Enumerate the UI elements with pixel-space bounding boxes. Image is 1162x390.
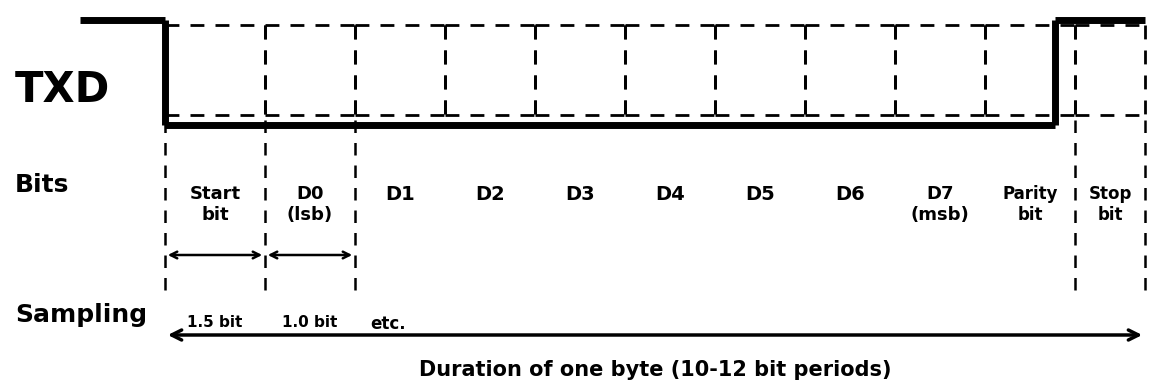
Text: D6: D6 [835, 185, 865, 204]
Text: D0
(lsb): D0 (lsb) [287, 185, 333, 224]
Text: 1.0 bit: 1.0 bit [282, 315, 338, 330]
Text: D3: D3 [565, 185, 595, 204]
Text: 1.5 bit: 1.5 bit [187, 315, 243, 330]
Text: D1: D1 [385, 185, 415, 204]
Text: D5: D5 [745, 185, 775, 204]
Text: Duration of one byte (10-12 bit periods): Duration of one byte (10-12 bit periods) [418, 360, 891, 380]
Text: Stop
bit: Stop bit [1089, 185, 1132, 224]
Text: TXD: TXD [15, 69, 110, 111]
Text: D7
(msb): D7 (msb) [911, 185, 969, 224]
Text: Start
bit: Start bit [189, 185, 241, 224]
Text: Parity
bit: Parity bit [1003, 185, 1057, 224]
Text: Sampling: Sampling [15, 303, 148, 327]
Text: D4: D4 [655, 185, 684, 204]
Text: D2: D2 [475, 185, 504, 204]
Text: Bits: Bits [15, 173, 70, 197]
Text: etc.: etc. [370, 315, 406, 333]
